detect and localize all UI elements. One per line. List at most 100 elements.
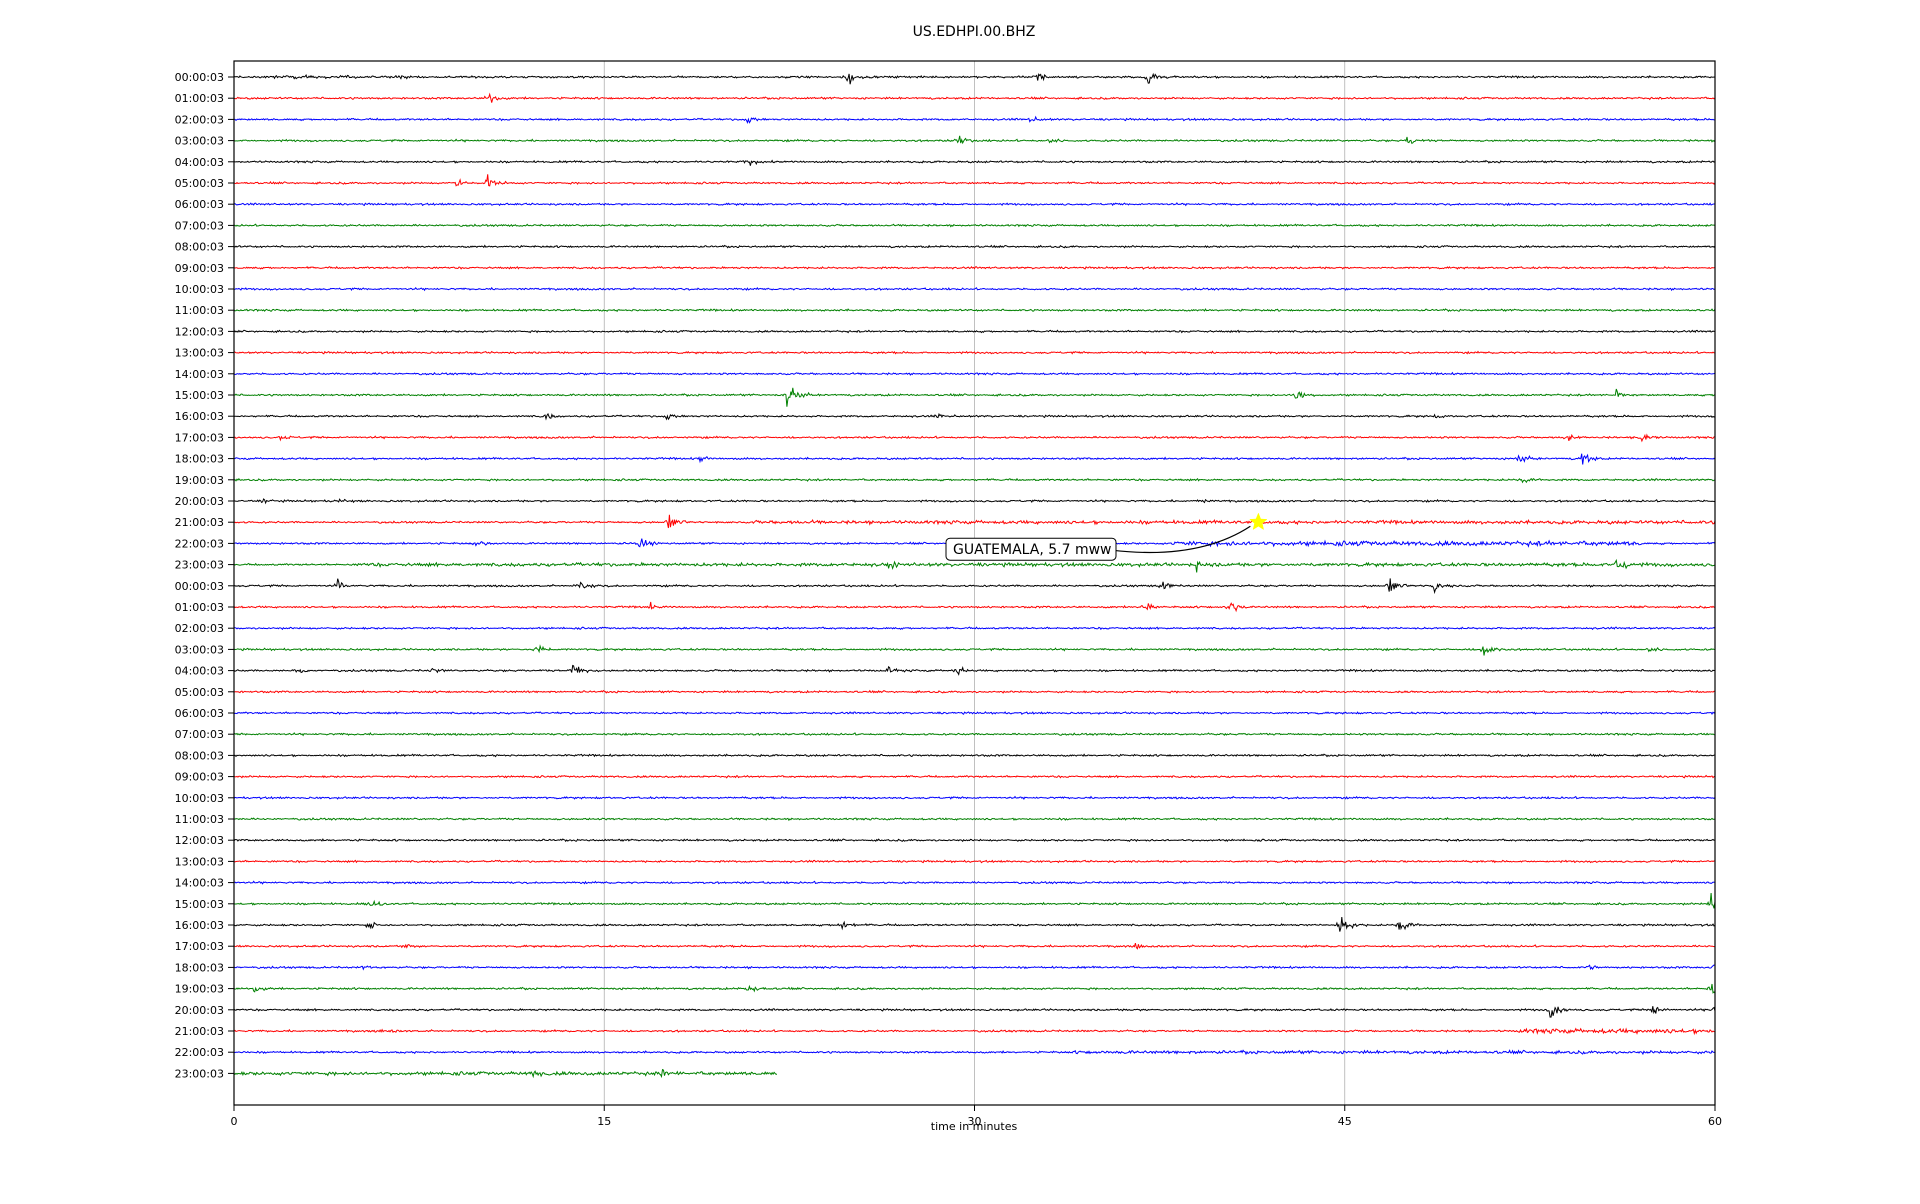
trace-row-27 [233, 644, 1716, 656]
trace-row-4 [233, 159, 1716, 166]
row-label-9: 09:00:03 [175, 262, 224, 275]
row-label-30: 06:00:03 [175, 707, 224, 720]
row-label-36: 12:00:03 [175, 834, 224, 847]
row-label-15: 15:00:03 [175, 389, 224, 402]
row-label-46: 22:00:03 [175, 1046, 224, 1059]
row-label-40: 16:00:03 [175, 919, 224, 932]
row-label-42: 18:00:03 [175, 961, 224, 974]
trace-row-3 [233, 135, 1716, 145]
annotation-label: GUATEMALA, 5.7 mww [953, 542, 1112, 558]
row-label-7: 07:00:03 [175, 219, 224, 232]
row-label-4: 04:00:03 [175, 156, 224, 169]
row-label-32: 08:00:03 [175, 749, 224, 762]
row-label-31: 07:00:03 [175, 728, 224, 741]
x-tick-label-45: 45 [1338, 1115, 1352, 1128]
trace-row-31 [233, 732, 1716, 737]
row-label-28: 04:00:03 [175, 665, 224, 678]
annotation-connector [1111, 525, 1251, 554]
row-label-23: 23:00:03 [175, 559, 224, 572]
trace-row-29 [233, 689, 1716, 694]
row-label-47: 23:00:03 [175, 1067, 224, 1080]
chart-title: US.EDHPI.00.BHZ [913, 24, 1036, 40]
trace-row-33 [233, 774, 1716, 779]
row-label-38: 14:00:03 [175, 877, 224, 890]
row-time-labels: 00:00:03 01:00:03 02:00:03 03:00:03 04:00:03… [175, 71, 234, 1080]
event-star-marker [1249, 512, 1268, 531]
row-label-43: 19:00:03 [175, 983, 224, 996]
row-label-29: 05:00:03 [175, 686, 224, 699]
trace-row-34 [233, 795, 1716, 800]
trace-row-1 [234, 92, 1716, 103]
row-label-0: 00:00:03 [175, 71, 224, 84]
row-label-12: 12:00:03 [175, 325, 224, 338]
trace-row-23 [233, 558, 1716, 573]
row-label-18: 18:00:03 [175, 453, 224, 466]
row-label-20: 20:00:03 [175, 495, 224, 508]
trace-row-18 [233, 453, 1716, 465]
trace-row-16 [233, 412, 1716, 421]
row-label-13: 13:00:03 [175, 347, 224, 360]
trace-row-35 [233, 816, 1715, 822]
plot-frame [233, 60, 1716, 1106]
grid-lines [603, 61, 1346, 1105]
trace-row-2 [233, 115, 1716, 124]
row-label-8: 08:00:03 [175, 241, 224, 254]
trace-row-45 [233, 1027, 1715, 1036]
row-label-34: 10:00:03 [175, 792, 224, 805]
trace-row-21 [233, 514, 1716, 529]
row-label-27: 03:00:03 [175, 643, 224, 656]
trace-row-26 [233, 626, 1716, 631]
trace-row-0 [233, 72, 1716, 85]
row-label-41: 17:00:03 [175, 940, 224, 953]
event-annotation: GUATEMALA, 5.7 mww [945, 512, 1268, 561]
trace-row-39 [233, 893, 1716, 909]
trace-row-47 [233, 1068, 777, 1079]
trace-row-20 [233, 498, 1716, 505]
seismogram-traces [233, 72, 1716, 1079]
trace-row-6 [233, 202, 1716, 207]
trace-row-28 [233, 664, 1716, 676]
trace-row-12 [233, 329, 1716, 334]
trace-row-36 [233, 838, 1716, 843]
trace-row-43 [233, 983, 1716, 994]
trace-row-41 [233, 942, 1715, 950]
trace-row-32 [233, 753, 1716, 758]
annotation-box [945, 537, 1117, 561]
x-tick-label-15: 15 [597, 1115, 611, 1128]
x-tick-label-0: 0 [231, 1115, 238, 1128]
trace-row-37 [233, 859, 1715, 864]
trace-row-38 [233, 880, 1716, 885]
trace-row-46 [233, 1049, 1716, 1056]
trace-row-44 [233, 1006, 1716, 1018]
x-tick-label-30: 30 [968, 1115, 982, 1128]
trace-row-30 [233, 711, 1716, 715]
trace-row-9 [233, 265, 1716, 270]
row-label-6: 06:00:03 [175, 198, 224, 211]
trace-row-13 [233, 350, 1716, 355]
trace-row-7 [233, 223, 1716, 228]
trace-row-14 [233, 371, 1716, 376]
trace-row-25 [233, 601, 1716, 613]
trace-row-8 [233, 244, 1716, 249]
row-label-3: 03:00:03 [175, 135, 224, 148]
trace-row-5 [233, 174, 1716, 187]
row-label-19: 19:00:03 [175, 474, 224, 487]
row-label-1: 01:00:03 [175, 92, 224, 105]
row-label-10: 10:00:03 [175, 283, 224, 296]
trace-row-24 [233, 578, 1716, 595]
row-label-39: 15:00:03 [175, 898, 224, 911]
row-label-16: 16:00:03 [175, 410, 224, 423]
x-axis-label: time in minutes [931, 1120, 1018, 1133]
row-label-11: 11:00:03 [175, 304, 224, 317]
row-label-25: 01:00:03 [175, 601, 224, 614]
trace-row-40 [233, 917, 1716, 932]
trace-row-15 [233, 387, 1716, 407]
row-label-45: 21:00:03 [175, 1025, 224, 1038]
x-axis-ticks: 0 15 30 45 60 [231, 1105, 1722, 1128]
row-label-5: 05:00:03 [175, 177, 224, 190]
row-label-17: 17:00:03 [175, 431, 224, 444]
row-label-26: 02:00:03 [175, 622, 224, 635]
row-label-44: 20:00:03 [175, 1004, 224, 1017]
